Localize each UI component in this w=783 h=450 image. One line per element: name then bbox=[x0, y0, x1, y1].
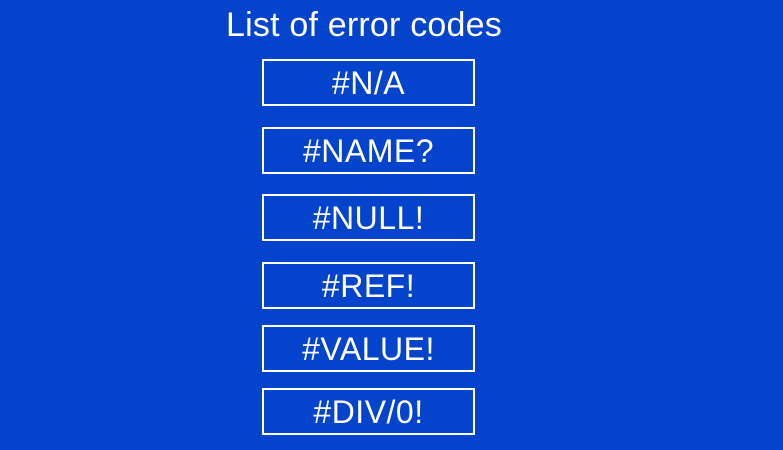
error-code-box-ref: #REF! bbox=[262, 262, 475, 309]
slide-title: List of error codes bbox=[226, 6, 502, 44]
error-code-box-null: #NULL! bbox=[262, 194, 475, 241]
error-code-box-div0: #DIV/0! bbox=[262, 388, 475, 435]
error-code-box-name: #NAME? bbox=[262, 127, 475, 174]
error-code-box-value: #VALUE! bbox=[262, 325, 475, 372]
error-code-box-na: #N/A bbox=[262, 59, 475, 106]
